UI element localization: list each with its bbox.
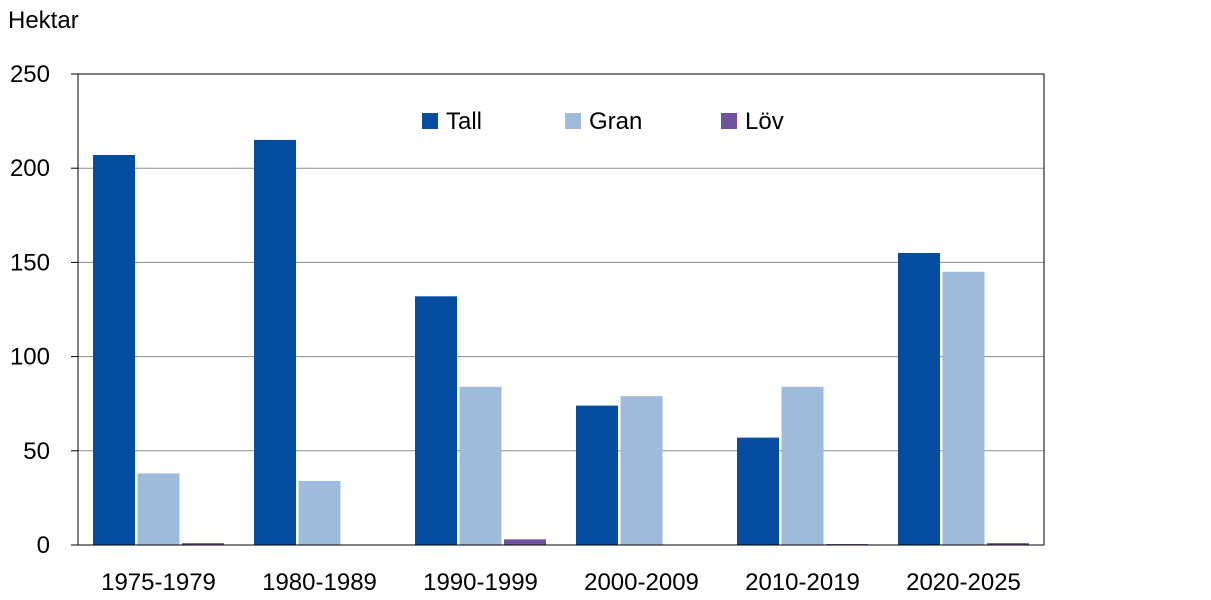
legend: Tall Gran Löv [422,108,784,135]
bar-tall-1990-1999 [415,296,457,545]
legend-label-gran: Gran [589,108,642,135]
bar-gran-2010-2019 [781,386,824,545]
y-axis-label: Hektar [8,7,79,34]
y-axis-ticks: 0 50 100 150 200 250 [10,61,78,559]
x-tick-label: 2000-2009 [584,569,699,596]
bar-löv-1975-1979 [182,543,224,545]
y-tick-label: 50 [23,438,50,465]
bar-tall-1980-1989 [254,139,296,545]
bar-löv-2020-2025 [987,543,1029,545]
y-tick-label: 250 [10,61,50,88]
x-tick-label: 1980-1989 [262,569,377,596]
bar-tall-2000-2009 [576,405,618,545]
x-tick-label: 2020-2025 [906,569,1021,596]
bar-gran-1975-1979 [137,473,180,545]
bar-gran-1980-1989 [298,480,341,545]
bars [93,139,1029,546]
y-tick-label: 0 [37,532,50,559]
legend-swatch-löv [721,113,737,129]
bar-tall-2010-2019 [737,437,779,545]
plot-frame [77,73,1045,546]
legend-label-tall: Tall [446,108,482,135]
bar-gran-2020-2025 [942,271,985,545]
gridlines [78,167,1044,452]
x-axis-ticks: 1975-1979 1980-1989 1990-1999 2000-2009 2010… [101,569,1021,596]
bar-gran-2000-2009 [620,396,663,545]
bar-gran-1990-1999 [459,386,502,545]
legend-swatch-tall [422,113,438,129]
bar-tall-2020-2025 [898,252,940,546]
x-tick-label: 1990-1999 [423,569,538,596]
y-tick-label: 200 [10,155,50,182]
x-tick-label: 2010-2019 [745,569,860,596]
legend-label-löv: Löv [745,108,784,135]
y-tick-label: 100 [10,344,50,371]
legend-swatch-gran [565,113,581,129]
bar-löv-1990-1999 [504,539,546,545]
bar-tall-1975-1979 [93,155,135,545]
y-tick-label: 150 [10,249,50,276]
x-tick-label: 1975-1979 [101,569,216,596]
